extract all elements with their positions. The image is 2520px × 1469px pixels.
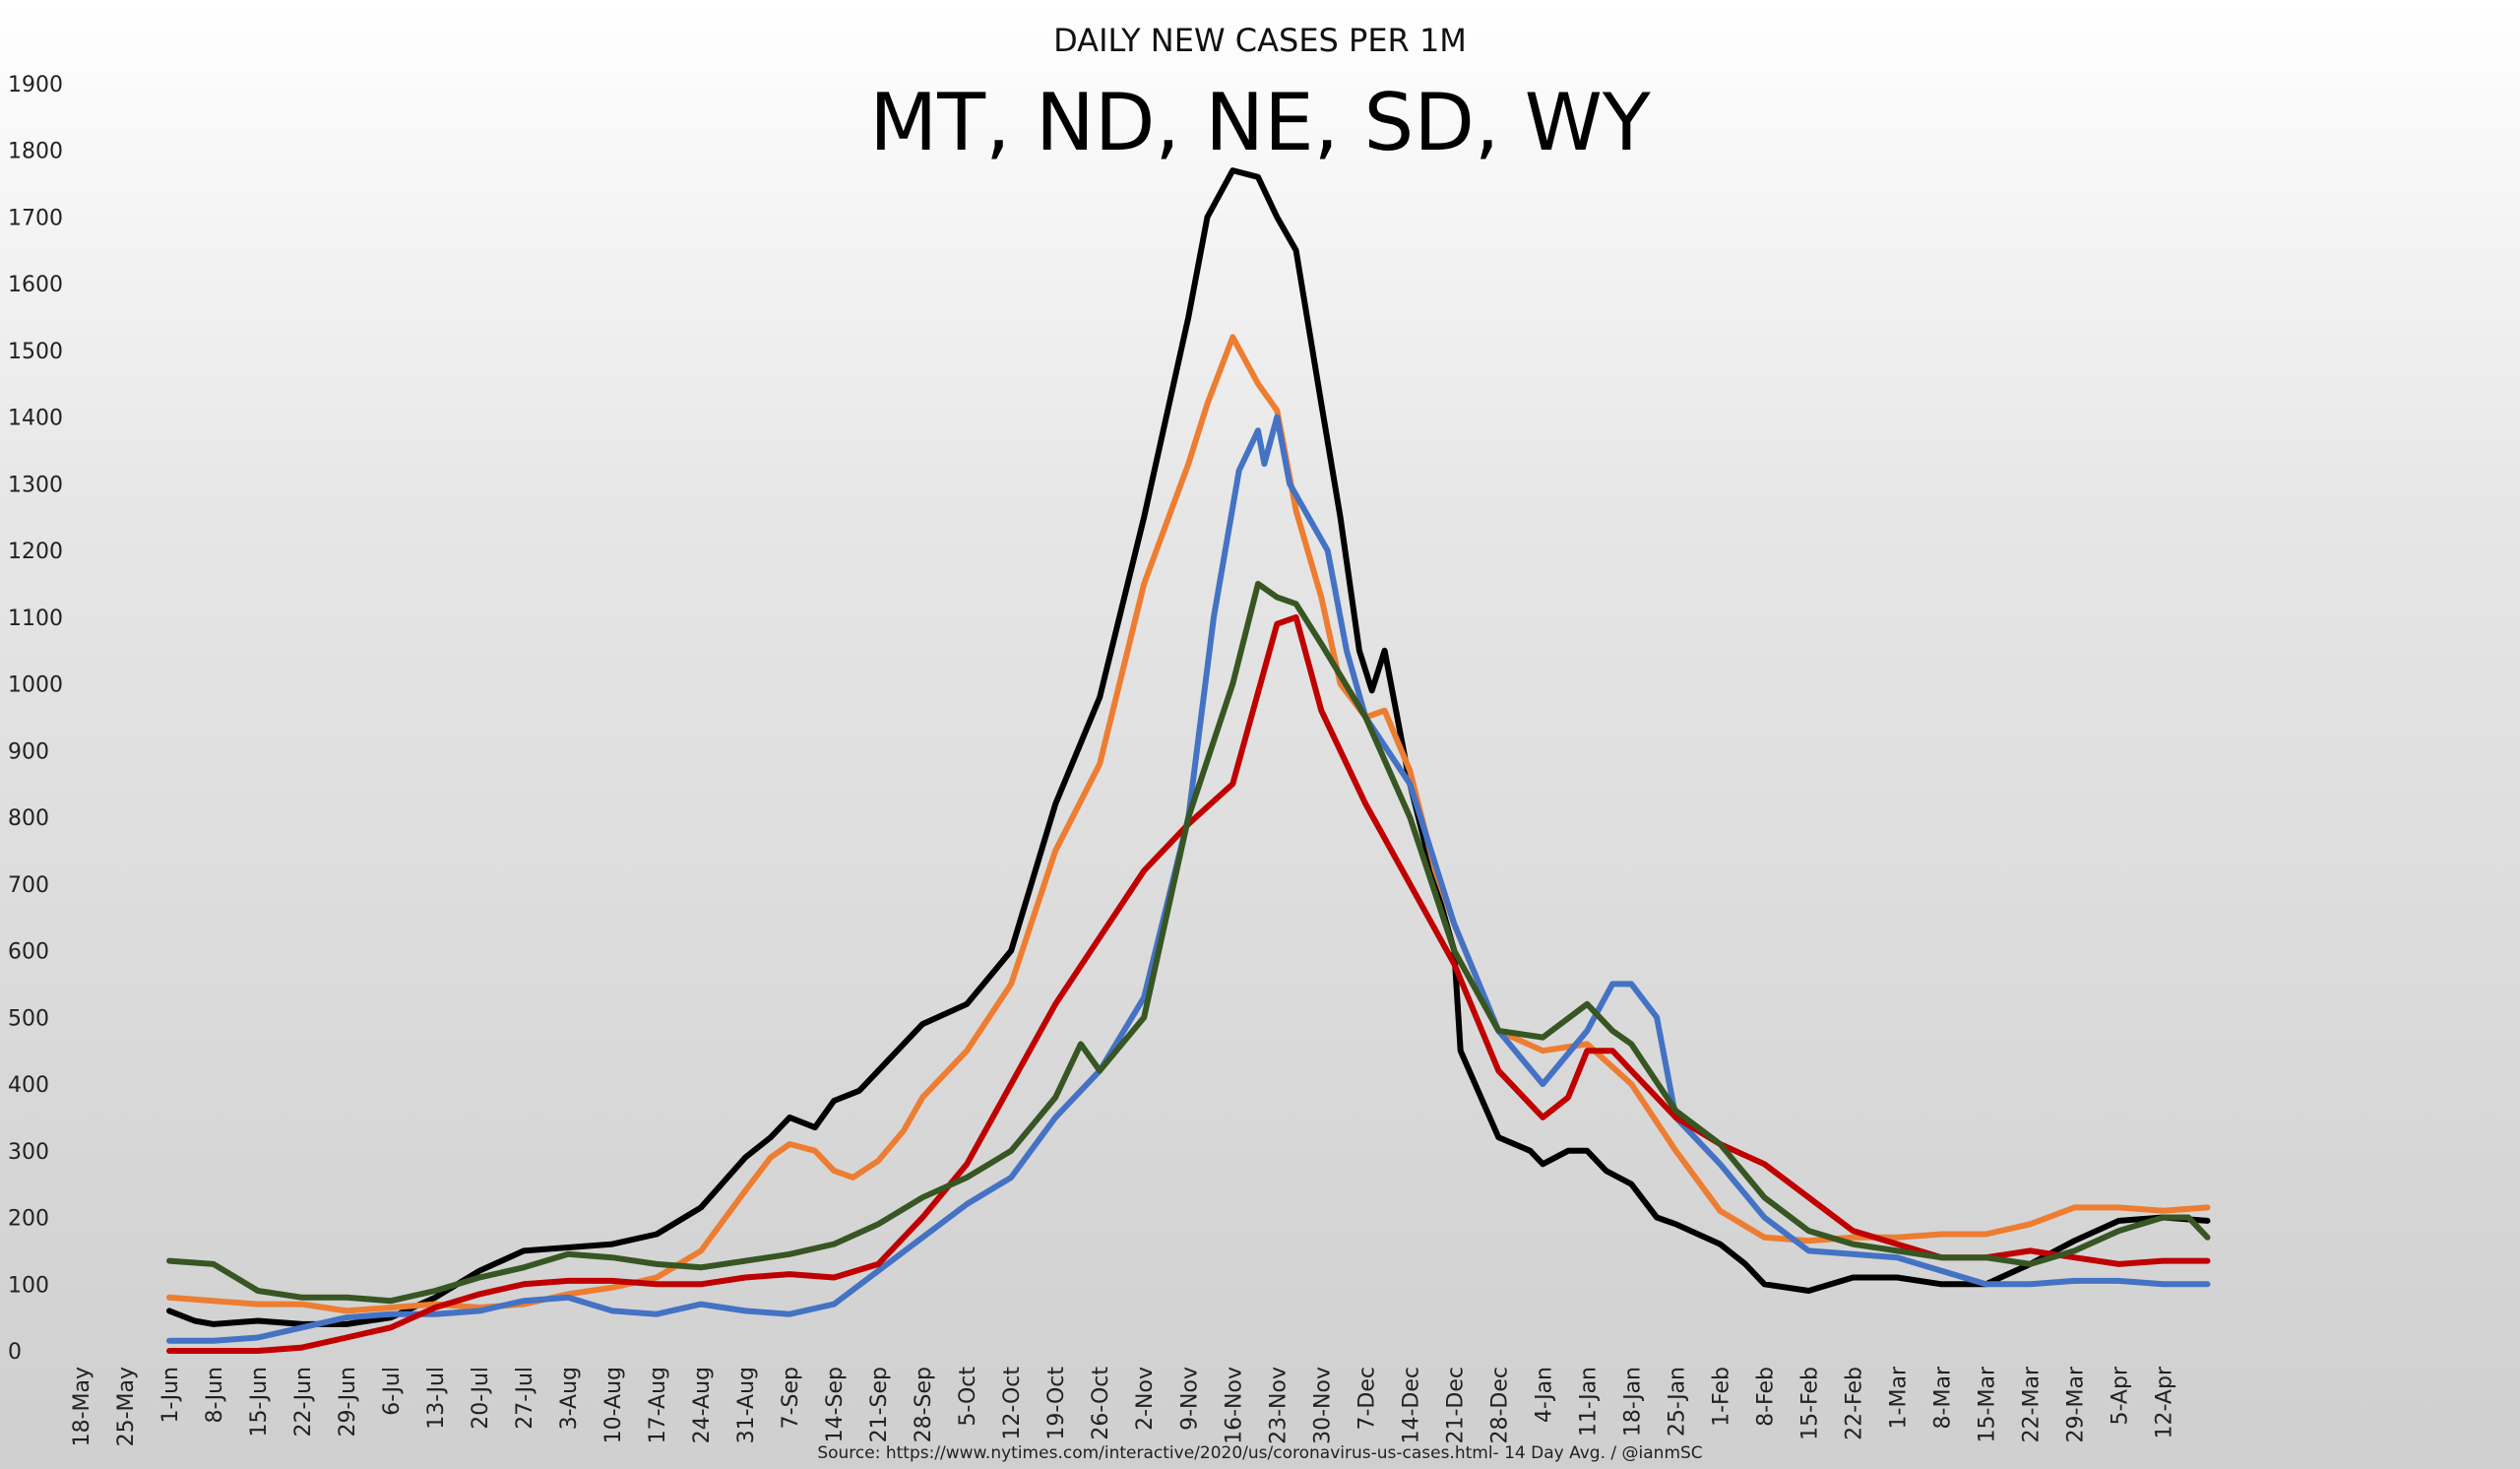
y-axis-ticks: 0 100 200 300 400 500 600 700 800 900 1000 1100 1200…: [8, 73, 63, 1365]
x-tick-label: 3-Aug: [557, 1367, 582, 1430]
y-tick-label: 400: [8, 1073, 49, 1098]
x-tick-label: 18-Jan: [1620, 1367, 1645, 1437]
x-tick-label: 5-Oct: [956, 1367, 980, 1427]
x-tick-label: 25-Jan: [1665, 1367, 1689, 1437]
x-tick-label: 23-Nov: [1266, 1367, 1291, 1444]
chart-subtitle: MT, ND, NE, SD, WY: [869, 77, 1652, 168]
x-tick-label: 14-Dec: [1399, 1367, 1423, 1444]
x-tick-label: 28-Sep: [912, 1367, 936, 1442]
y-tick-label: 600: [8, 940, 49, 965]
chart-title: DAILY NEW CASES PER 1M: [1053, 22, 1467, 59]
x-axis-ticks: 18-May 25-May 1-Jun 8-Jun 15-Jun 22-Jun 29-Jun…: [70, 1366, 2176, 1446]
y-tick-label: 1500: [8, 340, 63, 364]
y-tick-label: 1000: [8, 673, 63, 698]
series-line-5: [166, 581, 2211, 1305]
series-group: [166, 167, 2211, 1354]
y-tick-label: 500: [8, 1006, 49, 1031]
y-tick-label: 700: [8, 873, 49, 898]
x-tick-label: 26-Oct: [1089, 1367, 1113, 1440]
x-tick-label: 11-Jan: [1576, 1367, 1601, 1437]
x-tick-label: 1-Feb: [1709, 1367, 1733, 1427]
y-tick-label: 1700: [8, 206, 63, 230]
series-line-4: [166, 613, 2211, 1354]
x-tick-label: 28-Dec: [1487, 1367, 1512, 1444]
y-tick-label: 1900: [8, 73, 63, 97]
x-tick-label: 13-Jul: [424, 1367, 449, 1430]
x-tick-label: 8-Feb: [1753, 1367, 1778, 1427]
x-tick-label: 29-Jun: [336, 1367, 360, 1437]
x-tick-label: 22-Jun: [291, 1367, 316, 1437]
x-tick-label: 7-Sep: [779, 1367, 803, 1429]
y-tick-label: 200: [8, 1207, 49, 1232]
x-tick-label: 6-Jul: [380, 1367, 405, 1416]
x-tick-label: 25-May: [114, 1367, 139, 1446]
x-tick-label: 1-Jun: [158, 1367, 183, 1424]
x-tick-label: 14-Sep: [823, 1367, 848, 1442]
x-tick-label: 27-Jul: [513, 1367, 537, 1430]
x-tick-label: 12-Oct: [1000, 1367, 1025, 1440]
series-line-3: [166, 414, 2211, 1344]
source-note: Source: https://www.nytimes.com/interact…: [817, 1443, 1702, 1463]
x-tick-label: 10-Aug: [601, 1367, 626, 1443]
y-tick-label: 1600: [8, 273, 63, 297]
x-tick-label: 12-Apr: [2152, 1366, 2176, 1438]
x-tick-label: 15-Jun: [247, 1367, 272, 1437]
y-tick-label: 800: [8, 806, 49, 831]
x-tick-label: 29-Mar: [2063, 1366, 2088, 1442]
series-line-1: [166, 167, 2211, 1327]
x-tick-label: 8-Jun: [203, 1367, 227, 1424]
x-tick-label: 16-Nov: [1222, 1367, 1246, 1444]
x-tick-label: 5-Apr: [2108, 1366, 2132, 1425]
x-tick-label: 1-Mar: [1886, 1366, 1911, 1429]
y-tick-label: 1300: [8, 473, 63, 497]
x-tick-label: 7-Dec: [1354, 1367, 1379, 1431]
x-tick-label: 24-Aug: [690, 1367, 715, 1443]
x-tick-label: 22-Mar: [2019, 1366, 2044, 1442]
x-tick-label: 9-Nov: [1177, 1367, 1202, 1431]
x-tick-label: 31-Aug: [734, 1367, 759, 1443]
x-tick-label: 20-Jul: [469, 1367, 493, 1430]
x-tick-label: 17-Aug: [646, 1367, 670, 1443]
y-tick-label: 100: [8, 1273, 49, 1298]
y-tick-label: 900: [8, 739, 49, 764]
x-tick-label: 15-Mar: [1975, 1366, 1999, 1442]
x-tick-label: 8-Mar: [1930, 1366, 1955, 1429]
y-tick-label: 300: [8, 1140, 49, 1165]
y-tick-label: 1400: [8, 407, 63, 431]
y-tick-label: 1100: [8, 607, 63, 631]
x-tick-label: 4-Jan: [1532, 1367, 1556, 1423]
y-tick-label: 0: [8, 1340, 22, 1365]
x-tick-label: 30-Nov: [1310, 1367, 1335, 1444]
x-tick-label: 21-Sep: [867, 1367, 892, 1442]
y-tick-label: 1800: [8, 140, 63, 164]
x-tick-label: 18-May: [70, 1367, 94, 1446]
x-tick-label: 15-Feb: [1797, 1367, 1822, 1440]
x-tick-label: 21-Dec: [1443, 1367, 1468, 1444]
y-tick-label: 1200: [8, 540, 63, 564]
x-tick-label: 19-Oct: [1044, 1367, 1069, 1440]
x-tick-label: 2-Nov: [1133, 1367, 1158, 1431]
x-tick-label: 22-Feb: [1842, 1367, 1866, 1440]
